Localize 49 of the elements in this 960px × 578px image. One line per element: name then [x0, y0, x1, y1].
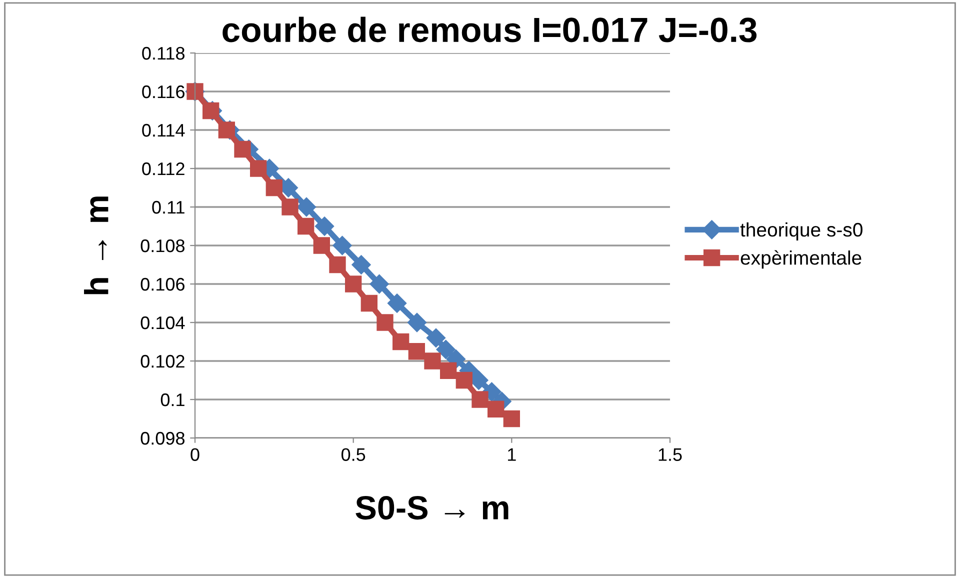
y-tick-label: 0.098	[140, 432, 184, 445]
x-tick-label: 0	[190, 448, 200, 461]
point	[426, 328, 446, 348]
x-tick-label: 1	[508, 448, 516, 461]
y-tick-label: 0.118	[142, 46, 184, 60]
point	[440, 362, 457, 379]
point	[360, 294, 378, 312]
point	[202, 102, 220, 120]
y-tick-label: 0.11	[152, 200, 184, 214]
point	[296, 197, 316, 217]
legend-label: expèrimentale	[740, 250, 862, 269]
point	[329, 256, 346, 274]
y-tick-label: 0.104	[140, 316, 185, 330]
point	[456, 372, 472, 389]
y-tick-label: 0.102	[140, 354, 184, 368]
point	[424, 352, 441, 370]
y-tick-label: 0.108	[140, 239, 184, 252]
point	[436, 340, 456, 359]
point	[388, 294, 407, 313]
point	[488, 400, 504, 418]
y-axis-title: h → m	[84, 196, 108, 294]
point	[503, 410, 520, 428]
point	[250, 160, 267, 177]
point	[218, 122, 235, 138]
y-tick-label: 0.116	[142, 85, 184, 98]
point	[332, 236, 352, 256]
legend-label: theorique s-s0	[740, 222, 862, 241]
point	[392, 333, 410, 350]
point	[352, 255, 371, 274]
x-axis-title: S0-S → m	[356, 496, 508, 520]
point	[408, 343, 425, 360]
point	[376, 314, 394, 331]
x-tick-label: 1.5	[658, 448, 682, 461]
point	[298, 218, 314, 235]
point	[472, 391, 488, 408]
point	[234, 140, 251, 158]
y-tick-label: 0.106	[140, 278, 184, 291]
chart-title: courbe de remous I=0.017 J=-0.3	[222, 16, 757, 42]
point	[407, 312, 427, 332]
point	[370, 274, 389, 294]
y-tick-label: 0.112	[142, 162, 184, 176]
y-tick-label: 0.114	[142, 124, 185, 137]
x-tick-label: 0.5	[341, 448, 366, 461]
point	[345, 276, 362, 292]
point	[266, 179, 282, 196]
point	[313, 237, 330, 254]
point	[282, 198, 298, 216]
point	[314, 216, 334, 236]
y-tick-label: 0.1	[160, 393, 184, 406]
